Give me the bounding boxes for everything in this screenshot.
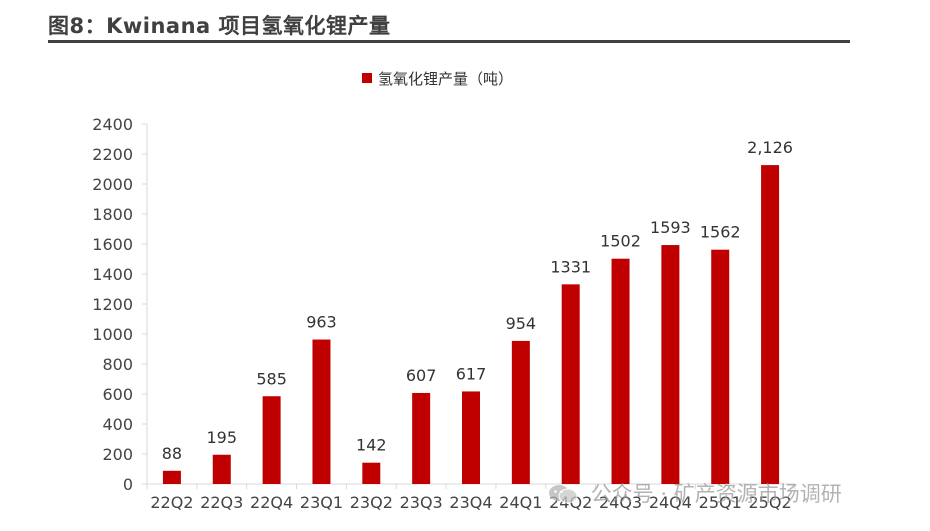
bar: [412, 392, 431, 484]
x-tick-label: 22Q3: [200, 493, 243, 512]
watermark: 公众号 · 矿产资源市场调研: [548, 478, 842, 508]
watermark-text: 公众号 · 矿产资源市场调研: [590, 482, 842, 506]
data-label: 1593: [650, 218, 691, 237]
wechat-icon: [549, 485, 578, 504]
data-label: 195: [206, 428, 237, 447]
data-label: 1331: [550, 257, 591, 276]
x-tick-label: 25Q1: [699, 493, 742, 512]
bar: [511, 340, 530, 484]
x-tick-label: 24Q1: [499, 493, 542, 512]
title-rule: [48, 40, 850, 43]
bar: [262, 396, 281, 484]
y-tick-label: 1400: [92, 265, 133, 284]
y-tick-label: 2200: [92, 145, 133, 164]
data-label: 954: [506, 314, 537, 333]
data-label: 1562: [700, 223, 741, 242]
legend-swatch: [362, 73, 372, 83]
legend-label: 氢氧化锂产量（吨）: [378, 70, 513, 88]
x-tick-label: 23Q1: [300, 493, 343, 512]
bar: [561, 284, 580, 484]
data-label: 88: [162, 444, 182, 463]
data-label: 2,126: [747, 138, 793, 157]
y-tick-label: 0: [123, 475, 133, 494]
x-tick-label: 23Q4: [449, 493, 492, 512]
bar: [761, 165, 780, 484]
data-label: 617: [456, 364, 487, 383]
y-tick-label: 1000: [92, 325, 133, 344]
x-tick-label: 22Q4: [250, 493, 293, 512]
bar: [162, 470, 181, 484]
y-tick-label: 400: [102, 415, 133, 434]
x-tick-label: 24Q3: [599, 493, 642, 512]
bar: [711, 249, 730, 484]
y-tick-label: 1800: [92, 205, 133, 224]
x-tick-label: 25Q2: [749, 493, 792, 512]
y-tick-label: 1600: [92, 235, 133, 254]
data-label: 963: [306, 313, 337, 332]
y-tick-label: 2000: [92, 175, 133, 194]
y-tick-label: 600: [102, 385, 133, 404]
data-label: 585: [256, 369, 287, 388]
data-label: 1502: [600, 232, 641, 251]
bar: [312, 339, 331, 484]
x-tick-label: 24Q4: [649, 493, 692, 512]
y-tick-label: 800: [102, 355, 133, 374]
y-tick-label: 1200: [92, 295, 133, 314]
x-tick-label: 23Q2: [350, 493, 393, 512]
x-tick-label: 22Q2: [150, 493, 193, 512]
bar: [661, 245, 680, 484]
figure-title: 图8：Kwinana 项目氢氧化锂产量: [48, 14, 391, 38]
data-label: 607: [406, 366, 437, 385]
y-tick-label: 2400: [92, 115, 133, 134]
bar: [212, 454, 231, 484]
data-label: 142: [356, 436, 387, 455]
bar: [462, 391, 480, 484]
bar: [362, 462, 381, 484]
y-tick-label: 200: [102, 445, 133, 464]
x-tick-label: 23Q3: [400, 493, 443, 512]
bar: [611, 258, 630, 484]
